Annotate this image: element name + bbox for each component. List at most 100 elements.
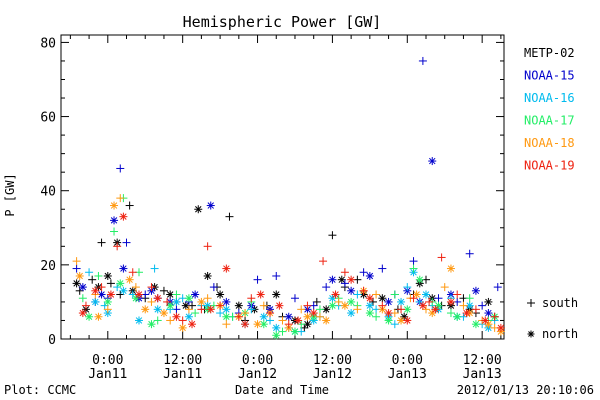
point-noaa-18-south (147, 297, 156, 306)
footer-plot-credit: Plot: CCMC (4, 383, 76, 397)
point-noaa-19-north (206, 305, 215, 314)
point-noaa-18-north (110, 201, 119, 210)
point-noaa-16-north (172, 297, 181, 306)
point-noaa-19-north (496, 323, 505, 332)
point-noaa-18-south (353, 305, 362, 314)
point-noaa-15-north (328, 275, 337, 284)
point-noaa-17-north (365, 309, 374, 318)
y-tick-label: 40 (40, 185, 56, 200)
symbol-legend-label: south (542, 296, 578, 310)
point-noaa-17-south (191, 309, 200, 318)
point-noaa-16-north (259, 312, 268, 321)
point-noaa-19-south (409, 294, 418, 303)
point-noaa-17-north (453, 312, 462, 321)
symbol-legend-north (527, 330, 535, 338)
point-noaa-16-south (403, 283, 412, 292)
point-metp-02-north (103, 271, 112, 280)
point-noaa-16-north (347, 309, 356, 318)
point-noaa-16-north (153, 305, 162, 314)
point-noaa-19-north (294, 316, 303, 325)
x-tick-date-label: Jan12 (238, 367, 277, 382)
point-noaa-16-north (119, 286, 128, 295)
point-noaa-19-north (481, 316, 490, 325)
point-noaa-19-north (403, 316, 412, 325)
point-noaa-17-north (184, 294, 193, 303)
point-noaa-17-north (131, 294, 140, 303)
point-noaa-17-north (272, 331, 281, 340)
point-noaa-18-south (297, 305, 306, 314)
point-noaa-19-north (78, 309, 87, 318)
point-noaa-18-south (72, 257, 81, 266)
point-noaa-15-north (119, 264, 128, 273)
point-noaa-18-south (116, 194, 125, 203)
legend-noaa-15: NOAA-15 (524, 69, 575, 83)
point-noaa-16-north (134, 316, 143, 325)
point-noaa-19-north (462, 309, 471, 318)
point-metp-02-north (484, 297, 493, 306)
point-noaa-15-north (428, 157, 437, 166)
point-metp-02-north (234, 301, 243, 310)
point-noaa-18-north (322, 316, 331, 325)
point-noaa-18-north (125, 275, 134, 284)
point-noaa-15-south (122, 238, 131, 247)
point-noaa-15-south (253, 275, 262, 284)
point-noaa-17-north (328, 301, 337, 310)
point-noaa-17-north (85, 312, 94, 321)
point-noaa-19-north (347, 275, 356, 284)
point-noaa-16-south (390, 320, 399, 329)
point-noaa-17-north (347, 297, 356, 306)
point-noaa-18-north (94, 312, 103, 321)
legend: METP-02 NOAA-15 NOAA-16 NOAA-17 NOAA-18 NOAA-… (524, 46, 575, 173)
point-noaa-18-south (222, 320, 231, 329)
point-noaa-19-north (172, 312, 181, 321)
x-axis-label: Date and Time (235, 383, 329, 397)
point-noaa-19-south (147, 283, 156, 292)
point-noaa-19-south (113, 242, 122, 251)
x-tick-time-label: 12:00 (463, 353, 502, 368)
point-metp-02-north (337, 275, 346, 284)
point-noaa-15-north (97, 290, 106, 299)
point-noaa-19-north (134, 290, 143, 299)
point-noaa-19-south (81, 301, 90, 310)
y-tick-label: 20 (40, 259, 56, 274)
point-noaa-16-north (222, 305, 231, 314)
x-tick-time-label: 12:00 (313, 353, 352, 368)
point-noaa-17-south (153, 316, 162, 325)
point-noaa-15-south (478, 301, 487, 310)
legend-metp-02: METP-02 (524, 46, 575, 60)
point-noaa-19-south (453, 290, 462, 299)
point-noaa-18-south (203, 294, 212, 303)
point-noaa-16-north (272, 323, 281, 332)
symbol-legend: south north (527, 296, 578, 341)
point-noaa-16-south (353, 290, 362, 299)
point-noaa-15-north (222, 297, 231, 306)
point-noaa-18-north (178, 323, 187, 332)
point-noaa-15-south (72, 264, 81, 273)
point-noaa-16-north (365, 301, 374, 310)
point-noaa-18-south (166, 316, 175, 325)
point-noaa-15-north (471, 286, 480, 295)
point-metp-02-north (303, 320, 312, 329)
point-noaa-18-south (259, 301, 268, 310)
point-noaa-19-south (425, 297, 434, 306)
x-tick-date-label: Jan13 (463, 367, 502, 382)
point-noaa-18-south (315, 312, 324, 321)
point-noaa-19-south (203, 242, 212, 251)
point-noaa-18-north (141, 305, 150, 314)
point-noaa-18-south (278, 316, 287, 325)
point-noaa-19-south (378, 301, 387, 310)
point-noaa-15-north (206, 201, 215, 210)
point-noaa-18-south (440, 283, 449, 292)
point-noaa-17-south (372, 312, 381, 321)
point-noaa-16-south (150, 264, 159, 273)
point-noaa-16-north (184, 312, 193, 321)
point-noaa-19-north (384, 309, 393, 318)
point-noaa-15-north (78, 283, 87, 292)
point-noaa-18-north (340, 301, 349, 310)
point-noaa-19-north (256, 290, 265, 299)
point-noaa-18-north (446, 264, 455, 273)
point-metp-02-south (97, 238, 106, 247)
point-metp-02-south (88, 275, 97, 284)
point-metp-02-south (106, 279, 115, 288)
point-noaa-15-south (340, 279, 349, 288)
